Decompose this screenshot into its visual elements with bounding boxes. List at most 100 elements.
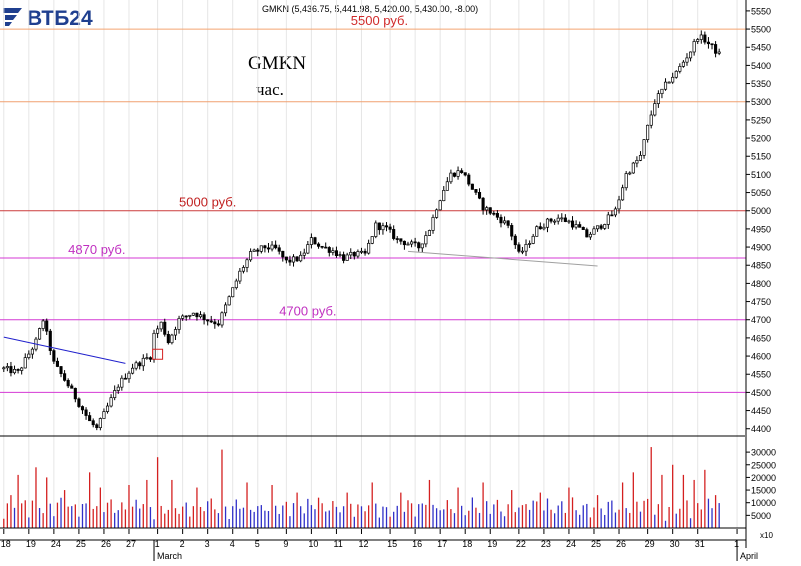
candle-body	[23, 357, 27, 369]
candle-body	[45, 320, 49, 332]
candle-body	[91, 420, 95, 426]
candle-body	[274, 244, 278, 249]
candle-body	[646, 124, 650, 141]
volume-tick-label: 25000	[751, 460, 776, 470]
candle-body	[306, 244, 310, 254]
trend-line	[3, 336, 126, 364]
candle-body	[706, 41, 710, 45]
date-tick-label: 4	[230, 539, 235, 549]
candle-body	[399, 238, 403, 242]
candle-body	[270, 244, 274, 250]
candle-body	[266, 247, 271, 250]
month-label: March	[157, 551, 182, 561]
candle-body	[474, 189, 478, 193]
level-label: 4870 руб.	[68, 242, 125, 257]
candle-body	[660, 88, 664, 94]
quote-header: GMKN (5,436.75, 5,441.98, 5,420.00, 5,43…	[262, 4, 478, 14]
candle-body	[163, 321, 167, 335]
candle-body	[585, 229, 589, 238]
candle-body	[492, 212, 496, 215]
candle-body	[59, 366, 63, 374]
candle-body	[603, 224, 607, 229]
candle-body	[109, 397, 113, 407]
date-tick-label: 22	[516, 539, 526, 549]
candle-body	[27, 353, 31, 358]
candle-body	[98, 418, 102, 429]
resistance-levels: 5500 руб. 5000 руб. 4870 руб. 4700 руб.	[0, 13, 746, 393]
candle-body	[553, 220, 557, 223]
price-tick-label: 5000	[751, 206, 771, 216]
candle-body	[284, 256, 288, 261]
candle-body	[578, 224, 582, 228]
candle-body	[159, 321, 163, 330]
price-tick-label: 5550	[751, 6, 771, 16]
candle-body	[349, 251, 353, 256]
candle-body	[535, 226, 539, 237]
candle-body	[635, 159, 639, 164]
price-tick-label: 5050	[751, 188, 771, 198]
price-y-axis: 4400 4450 4500 4550 4600 4650 4700 4750 4800 4850…	[745, 0, 771, 548]
volume-tick-label: 20000	[751, 473, 776, 483]
candle-body	[191, 312, 195, 316]
candle-body	[420, 243, 424, 249]
candle-body	[152, 332, 156, 360]
candle-body	[524, 243, 528, 252]
candle-body	[388, 226, 392, 230]
candle-body	[170, 334, 174, 344]
candle-body	[610, 214, 614, 217]
date-tick-label: 11	[333, 539, 342, 549]
candle-body	[238, 270, 242, 282]
candle-body	[241, 267, 245, 272]
candle-body	[517, 244, 521, 252]
candle-body	[113, 390, 117, 399]
candle-body	[302, 252, 306, 256]
price-tick-label: 4450	[751, 406, 771, 416]
candle-body	[377, 222, 381, 231]
candle-body	[209, 320, 213, 323]
candle-body	[692, 41, 696, 53]
candle-body	[560, 217, 564, 220]
candle-body	[563, 217, 567, 222]
candle-body	[556, 217, 560, 222]
candle-body	[714, 44, 718, 54]
candle-body	[277, 247, 281, 252]
price-tick-label: 4600	[751, 352, 771, 362]
price-tick-label: 4850	[751, 261, 771, 271]
volume-bars	[0, 447, 746, 529]
candle-body	[227, 296, 231, 306]
candle-body	[95, 424, 99, 429]
candle-body	[449, 172, 453, 183]
candle-body	[406, 243, 410, 246]
candle-body	[503, 220, 507, 224]
date-tick-label: 1	[155, 539, 160, 549]
candle-body	[456, 170, 460, 177]
candle-body	[417, 242, 421, 249]
candle-body	[499, 216, 503, 224]
candle-body	[667, 81, 671, 84]
volume-y-axis: 5000 10000 15000 20000 25000 30000 x10	[746, 448, 776, 540]
candle-body	[334, 250, 338, 256]
date-tick-label: 24	[51, 539, 61, 549]
month-label: April	[740, 551, 758, 561]
candle-body	[327, 247, 331, 253]
candle-body	[699, 34, 703, 40]
candle-body	[356, 251, 360, 257]
candle-body	[531, 235, 535, 244]
candle-body	[395, 238, 399, 240]
candle-body	[545, 218, 550, 228]
candle-body	[703, 34, 707, 43]
candle-body	[477, 192, 482, 199]
candle-body	[495, 213, 499, 218]
candle-body	[528, 243, 532, 245]
candle-body	[588, 233, 592, 238]
price-tick-label: 4900	[751, 243, 771, 253]
candle-body	[674, 70, 678, 78]
candle-body	[513, 235, 517, 246]
candle-body	[313, 237, 317, 245]
candle-body	[66, 379, 70, 387]
candle-body	[249, 251, 253, 261]
candle-body	[131, 367, 135, 374]
price-tick-label: 5350	[751, 79, 771, 89]
candle-body	[592, 228, 596, 235]
